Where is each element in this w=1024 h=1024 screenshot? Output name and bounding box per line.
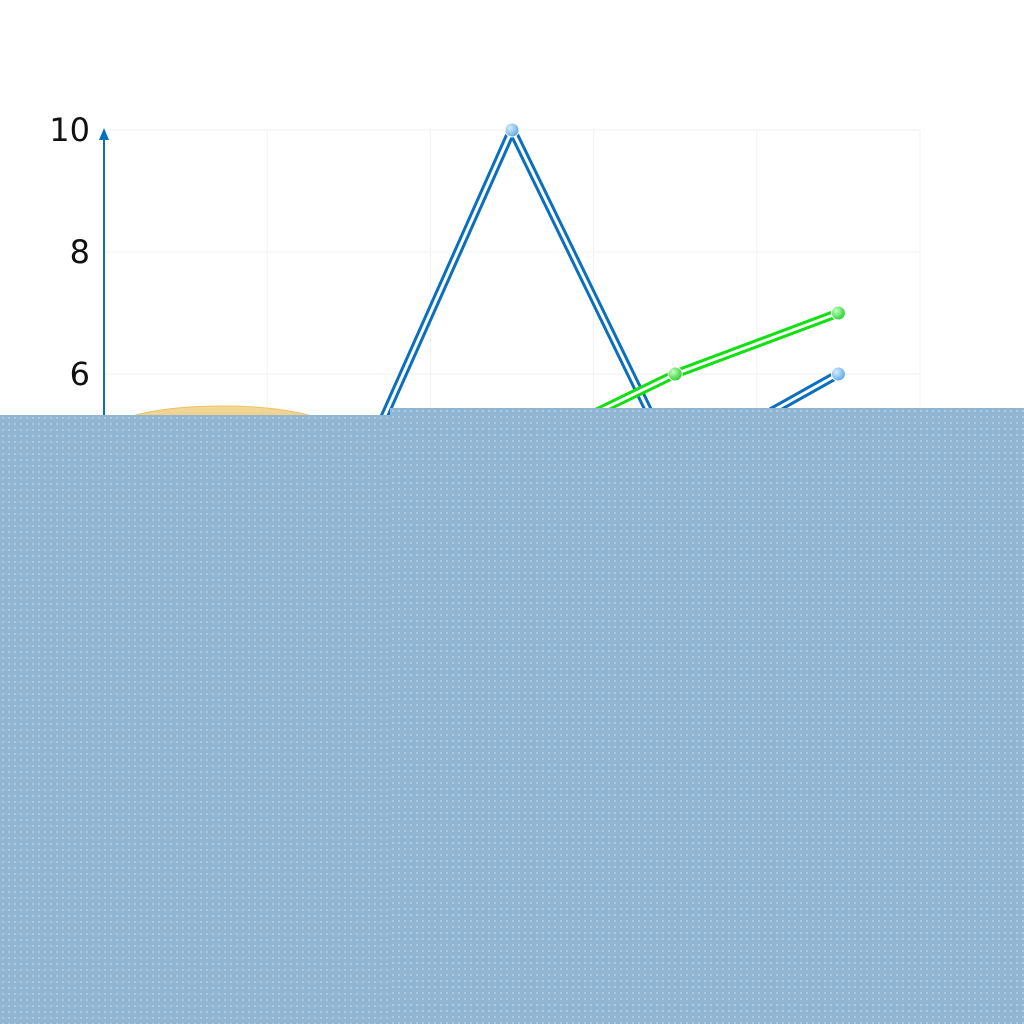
occluding-panel-right — [390, 408, 1024, 1024]
y-axis-arrow — [99, 128, 109, 140]
y-tick-label: 8 — [70, 233, 90, 271]
data-point — [667, 366, 683, 382]
data-point — [830, 305, 846, 321]
y-tick-label: 10 — [49, 111, 90, 149]
occluding-panel — [0, 415, 390, 1024]
data-point — [830, 366, 846, 382]
y-tick-label: 6 — [70, 355, 90, 393]
data-point — [504, 122, 520, 138]
